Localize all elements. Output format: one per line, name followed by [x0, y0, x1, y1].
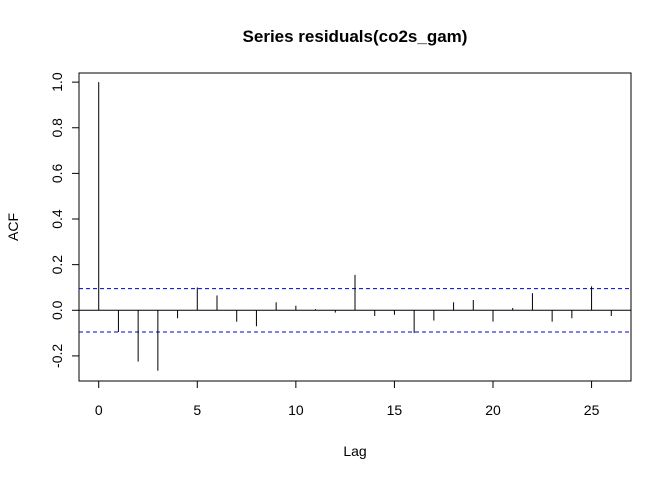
x-tick-label: 20 — [485, 402, 501, 418]
y-tick-label: 0.6 — [49, 163, 65, 183]
x-axis: 0 5 10 15 20 25 — [95, 380, 600, 418]
y-tick-label: 0.0 — [49, 300, 65, 320]
y-tick-label: 0.8 — [49, 118, 65, 138]
plot-frame — [78, 72, 632, 382]
y-tick-label: 0.2 — [49, 255, 65, 275]
x-tick-label: 5 — [193, 402, 201, 418]
y-tick-label: 1.0 — [49, 72, 65, 92]
y-tick-label: 0.4 — [49, 209, 65, 229]
y-axis: -0.2 0.0 0.2 0.4 0.6 0.8 1.0 — [49, 72, 80, 368]
y-axis-label: ACF — [5, 213, 21, 241]
x-tick-label: 25 — [584, 402, 600, 418]
x-tick-label: 15 — [387, 402, 403, 418]
y-tick-label: -0.2 — [49, 344, 65, 368]
x-tick-label: 0 — [95, 402, 103, 418]
chart-title: Series residuals(co2s_gam) — [243, 27, 468, 46]
x-tick-label: 10 — [288, 402, 304, 418]
acf-bars — [98, 82, 612, 371]
x-axis-label: Lag — [343, 443, 366, 459]
